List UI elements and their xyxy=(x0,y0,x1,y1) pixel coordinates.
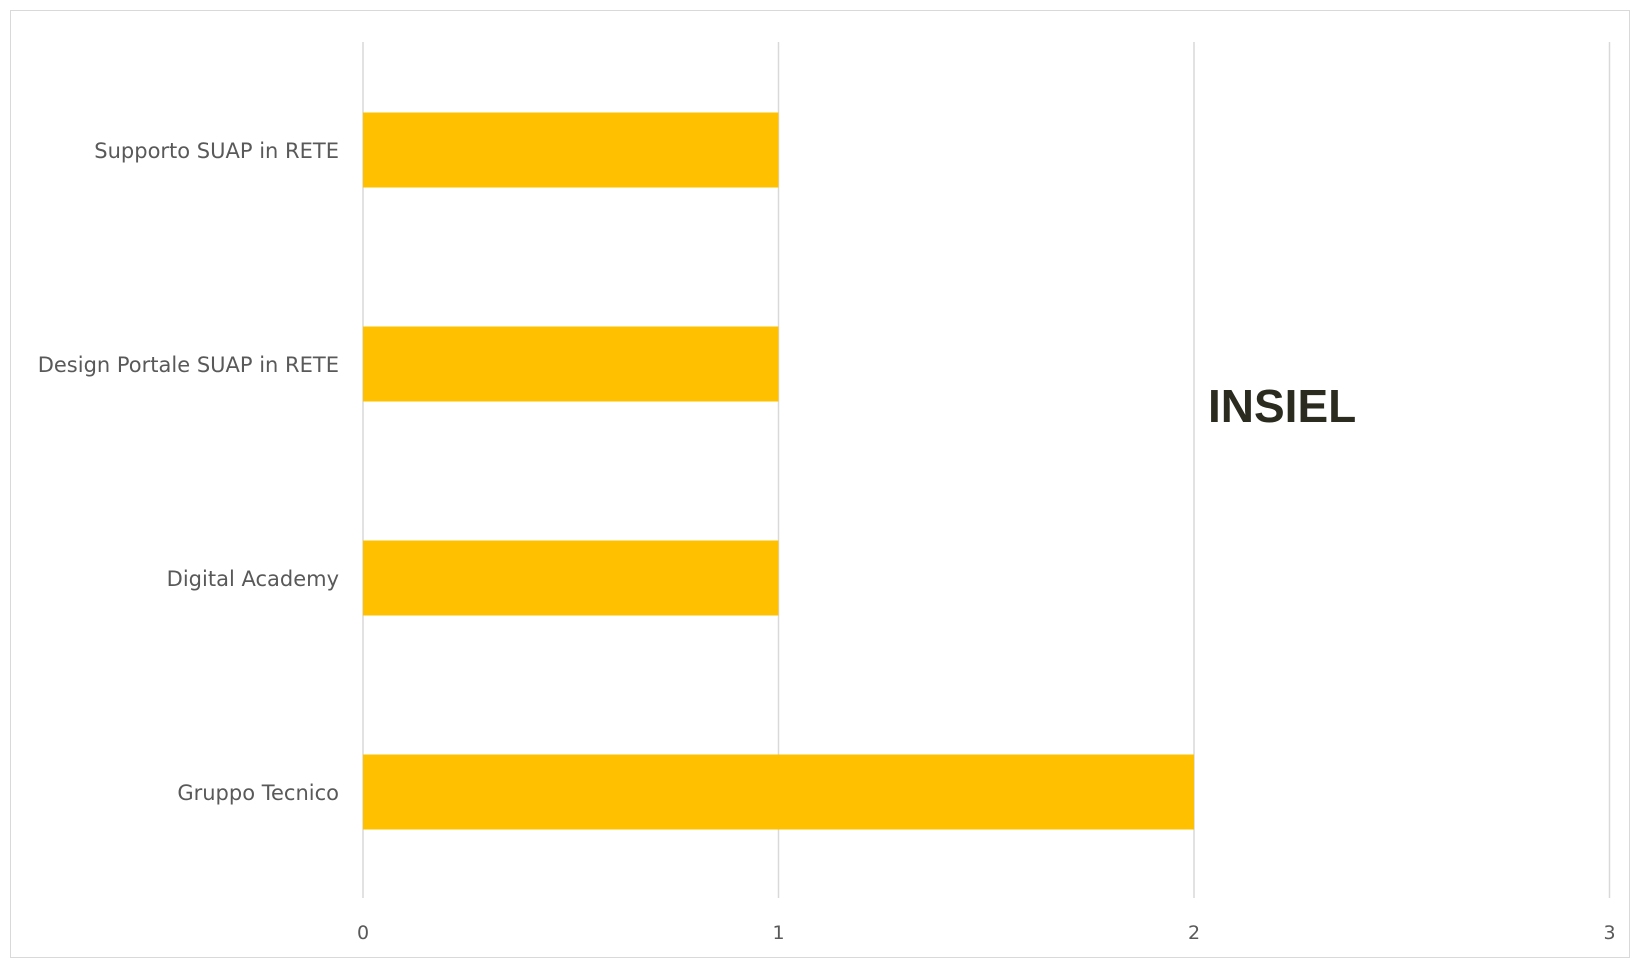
category-label-4: Gruppo Tecnico xyxy=(177,781,339,805)
bar-2 xyxy=(363,326,779,402)
bars xyxy=(363,112,1194,830)
x-tick-labels: 0 1 2 3 xyxy=(357,922,1616,944)
x-tick-label-3: 3 xyxy=(1603,922,1615,944)
x-tick-label-0: 0 xyxy=(357,922,369,944)
category-label-3: Digital Academy xyxy=(167,567,339,591)
category-label-1: Supporto SUAP in RETE xyxy=(94,139,339,163)
insiel-annotation: INSIEL xyxy=(1208,380,1356,432)
bar-3 xyxy=(363,540,779,616)
bar-1 xyxy=(363,112,779,188)
x-tick-label-2: 2 xyxy=(1188,922,1200,944)
bar-4 xyxy=(363,754,1194,830)
category-labels: Supporto SUAP in RETE Design Portale SUAP… xyxy=(38,139,339,805)
category-label-2: Design Portale SUAP in RETE xyxy=(38,353,339,377)
x-tick-label-1: 1 xyxy=(772,922,784,944)
